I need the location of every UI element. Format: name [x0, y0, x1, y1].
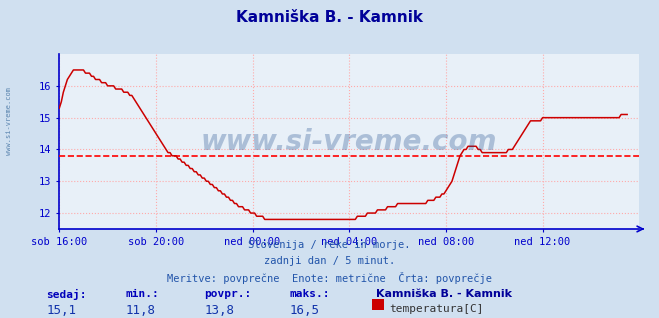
Text: Kamniška B. - Kamnik: Kamniška B. - Kamnik	[376, 289, 511, 299]
Text: 13,8: 13,8	[204, 304, 235, 317]
Text: Meritve: povprečne  Enote: metrične  Črta: povprečje: Meritve: povprečne Enote: metrične Črta:…	[167, 272, 492, 284]
Text: sedaj:: sedaj:	[46, 289, 86, 301]
Text: www.si-vreme.com: www.si-vreme.com	[201, 128, 498, 156]
Text: temperatura[C]: temperatura[C]	[389, 304, 483, 314]
Text: povpr.:: povpr.:	[204, 289, 252, 299]
Text: maks.:: maks.:	[290, 289, 330, 299]
Text: zadnji dan / 5 minut.: zadnji dan / 5 minut.	[264, 256, 395, 266]
Text: Slovenija / reke in morje.: Slovenija / reke in morje.	[248, 240, 411, 250]
Text: www.si-vreme.com: www.si-vreme.com	[5, 87, 12, 155]
Text: Kamniška B. - Kamnik: Kamniška B. - Kamnik	[236, 10, 423, 24]
Text: 16,5: 16,5	[290, 304, 320, 317]
Text: 15,1: 15,1	[46, 304, 76, 317]
Text: 11,8: 11,8	[125, 304, 156, 317]
Text: min.:: min.:	[125, 289, 159, 299]
